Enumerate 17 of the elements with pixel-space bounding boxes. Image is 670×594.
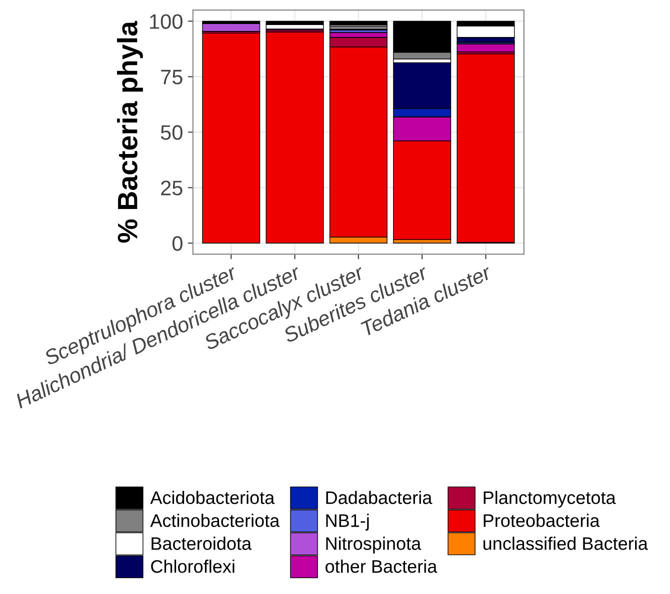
legend-label: Bacteroidota bbox=[152, 536, 252, 550]
y-tick-label: 0 bbox=[172, 236, 182, 251]
legend-label: Actinobacteriota bbox=[150, 514, 280, 528]
y-tick-label: 75 bbox=[161, 70, 182, 84]
y-tick-label: 100 bbox=[150, 14, 182, 29]
legend-label: Chloroflexi bbox=[151, 560, 234, 573]
legend-label: unclassified Bacteria bbox=[484, 536, 648, 550]
legend-label: NB1-j bbox=[326, 514, 369, 531]
legend-label: Nitrospinota bbox=[326, 536, 422, 554]
y-tick-label: 50 bbox=[160, 125, 182, 140]
legend-label: Acidobacteriota bbox=[150, 490, 275, 504]
y-axis-title: % Bacteria phyla bbox=[117, 20, 143, 243]
legend-label: Planctomycetota bbox=[484, 490, 616, 508]
legend-label: Dadabacteria bbox=[326, 490, 432, 504]
y-tick-label: 25 bbox=[161, 180, 182, 196]
legend-label: Proteobacteria bbox=[484, 514, 600, 528]
legend-label: other Bacteria bbox=[326, 560, 438, 573]
